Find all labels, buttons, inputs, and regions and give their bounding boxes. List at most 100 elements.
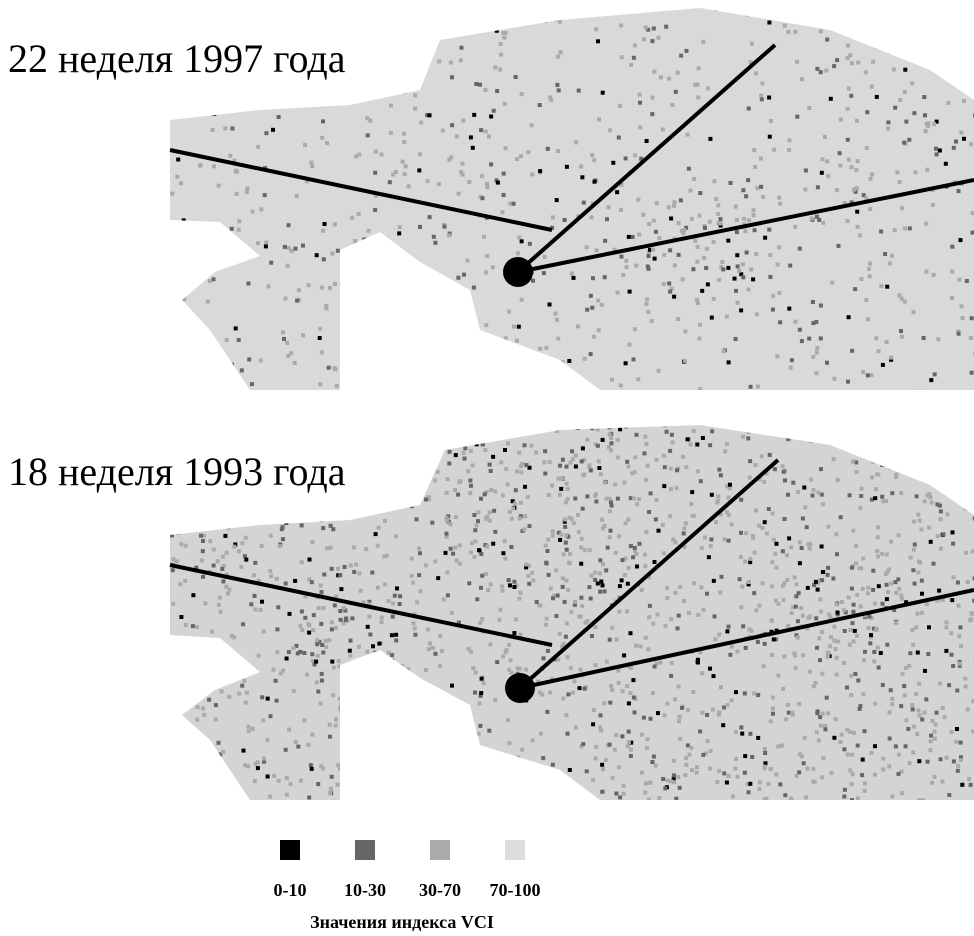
pixel xyxy=(913,582,917,586)
pixel xyxy=(471,767,475,771)
pixel xyxy=(910,703,914,707)
pixel xyxy=(624,521,628,525)
pixel xyxy=(538,169,542,173)
pixel xyxy=(585,619,589,623)
pixel xyxy=(414,424,418,428)
pixel xyxy=(643,451,647,455)
pixel xyxy=(839,118,843,122)
pixel xyxy=(663,713,667,717)
pixel xyxy=(365,432,369,436)
pixel xyxy=(647,510,651,514)
pixel xyxy=(496,181,500,185)
pixel xyxy=(714,197,718,201)
pixel xyxy=(889,540,893,544)
pixel xyxy=(396,458,400,462)
pixel xyxy=(522,527,526,531)
pixel xyxy=(225,338,229,342)
pixel xyxy=(416,722,420,726)
pixel xyxy=(365,650,369,654)
pixel xyxy=(539,765,543,769)
pixel xyxy=(680,229,684,233)
pixel xyxy=(510,517,514,521)
pixel xyxy=(836,17,840,21)
pixel xyxy=(935,477,939,481)
pixel xyxy=(709,544,713,548)
pixel xyxy=(581,446,585,450)
pixel xyxy=(501,493,505,497)
pixel xyxy=(592,335,596,339)
pixel xyxy=(529,444,533,448)
pixel xyxy=(347,760,351,764)
pixel xyxy=(773,467,777,471)
pixel xyxy=(393,594,397,598)
pixel xyxy=(498,608,502,612)
pixel xyxy=(227,652,231,656)
pixel xyxy=(633,710,637,714)
pixel xyxy=(414,727,418,731)
pixel xyxy=(912,725,916,729)
pixel xyxy=(208,795,212,799)
pixel xyxy=(887,764,891,768)
legend-swatch xyxy=(355,840,375,860)
pixel xyxy=(247,282,251,286)
pixel xyxy=(473,439,477,443)
pixel xyxy=(504,650,508,654)
pixel xyxy=(424,311,428,315)
pixel xyxy=(961,316,965,320)
pixel xyxy=(563,518,567,522)
pixel xyxy=(317,606,321,610)
pixel xyxy=(579,562,583,566)
pixel xyxy=(707,555,711,559)
pixel xyxy=(461,162,465,166)
pixel xyxy=(900,597,904,601)
pixel xyxy=(409,389,413,393)
pixel xyxy=(546,147,550,151)
pixel xyxy=(538,604,542,608)
pixel xyxy=(285,657,289,661)
pixel xyxy=(474,22,478,26)
pixel xyxy=(559,50,563,54)
pixel xyxy=(902,684,906,688)
pixel xyxy=(910,1,914,5)
pixel xyxy=(208,279,212,283)
pixel xyxy=(885,643,889,647)
pixel xyxy=(734,690,738,694)
pixel xyxy=(543,255,547,259)
pixel xyxy=(647,615,651,619)
pixel xyxy=(398,594,402,598)
pixel xyxy=(567,561,571,565)
pixel xyxy=(946,512,950,516)
pixel xyxy=(636,198,640,202)
pixel xyxy=(543,472,547,476)
pixel xyxy=(647,798,651,802)
pixel xyxy=(324,307,328,311)
pixel xyxy=(857,566,861,570)
pixel xyxy=(943,715,947,719)
pixel xyxy=(427,647,431,651)
pixel xyxy=(746,436,750,440)
pixel xyxy=(830,771,834,775)
pixel xyxy=(633,455,637,459)
pixel xyxy=(683,359,687,363)
pixel xyxy=(538,347,542,351)
pixel xyxy=(830,281,834,285)
pixel xyxy=(741,435,745,439)
pixel xyxy=(709,749,713,753)
pixel xyxy=(969,783,973,787)
pixel xyxy=(269,261,273,265)
pixel xyxy=(307,631,311,635)
pixel xyxy=(467,387,471,391)
pixel xyxy=(469,135,473,139)
pixel xyxy=(843,788,847,792)
pixel xyxy=(622,653,626,657)
pixel xyxy=(333,282,337,286)
pixel xyxy=(300,628,304,632)
pixel xyxy=(502,172,506,176)
pixel xyxy=(276,432,280,436)
pixel xyxy=(466,469,470,473)
pixel xyxy=(733,277,737,281)
pixel xyxy=(608,638,612,642)
pixel xyxy=(179,789,183,793)
pixel xyxy=(474,343,478,347)
pixel xyxy=(593,578,597,582)
